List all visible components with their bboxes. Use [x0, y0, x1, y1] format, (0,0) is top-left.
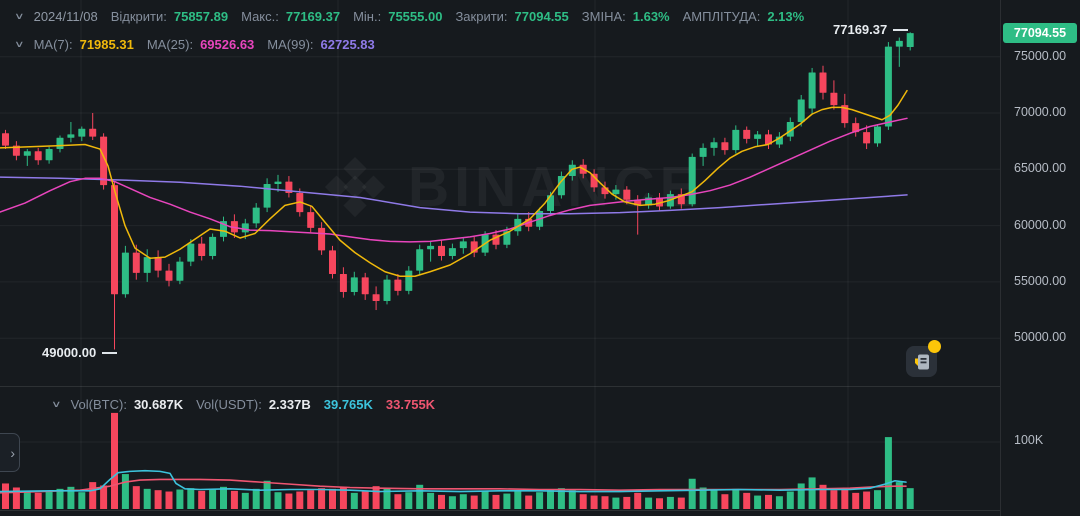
high-price-label: 77169.37	[833, 22, 888, 37]
news-feed-button[interactable]	[906, 340, 941, 377]
last-price-badge: 77094.55	[1003, 23, 1077, 43]
low-value: 75555.00	[388, 9, 443, 24]
low-price-annotation: 49000.00	[42, 345, 118, 360]
ma99-value: 62725.83	[320, 37, 375, 52]
ma99-label: MA(99):	[267, 37, 314, 52]
low-label: Мін.:	[353, 9, 382, 24]
vol-usdt-value: 2.337B	[268, 397, 311, 412]
ma7-label: MA(7):	[33, 37, 73, 52]
vol-ma2-value: 33.755K	[385, 397, 436, 412]
ohlc-legend: ∨ 2024/11/08 Відкрити: 75857.89 Макс.: 7…	[14, 9, 805, 24]
price-axis-tick: 75000.00	[1014, 48, 1067, 63]
binance-logo-icon	[324, 156, 386, 218]
notification-dot	[928, 340, 941, 353]
close-value: 77094.55	[514, 9, 569, 24]
close-label: Закрити:	[455, 9, 508, 24]
date-label: 2024/11/08	[33, 9, 98, 24]
vol-btc-label: Vol(BTC):	[70, 397, 127, 412]
high-value: 77169.37	[285, 9, 341, 24]
price-axis[interactable]: 77094.55 100K 75000.00 70000.00 65000.00 60…	[1000, 0, 1080, 516]
panel-expander-button[interactable]: ›	[0, 433, 20, 472]
news-icon	[914, 354, 929, 369]
open-label: Відкрити:	[110, 9, 167, 24]
low-price-label: 49000.00	[42, 345, 97, 360]
annotation-dash	[893, 28, 909, 31]
price-axis-tick: 55000.00	[1014, 273, 1067, 288]
vol-btc-value: 30.687K	[133, 397, 184, 412]
open-value: 75857.89	[173, 9, 229, 24]
annotation-dash	[102, 351, 118, 354]
price-axis-tick: 70000.00	[1014, 105, 1067, 119]
ma-legend: ∨ MA(7): 71985.31 MA(25): 69526.63 MA(99…	[14, 37, 375, 52]
high-price-annotation: 77169.37	[833, 22, 909, 37]
ma7-value: 71985.31	[79, 37, 134, 52]
amplitude-label: АМПЛІТУДА:	[682, 9, 761, 24]
high-label: Макс.:	[241, 9, 279, 24]
price-axis-tick: 65000.00	[1014, 161, 1067, 176]
volume-axis-tick: 100K	[1014, 433, 1044, 447]
vol-usdt-label: Vol(USDT):	[196, 397, 262, 412]
change-label: ЗМІНА:	[581, 9, 626, 24]
chevron-down-icon[interactable]: ∨	[14, 39, 25, 49]
chevron-right-icon: ›	[10, 444, 15, 461]
candlestick-chart[interactable]	[0, 0, 1000, 516]
vol-ma1-value: 39.765K	[323, 397, 373, 412]
price-axis-tick: 50000.00	[1014, 330, 1067, 345]
ma25-value: 69526.63	[200, 37, 255, 52]
amplitude-value: 2.13%	[767, 9, 805, 24]
volume-legend: ∨ Vol(BTC): 30.687K Vol(USDT): 2.337B 39…	[51, 397, 436, 412]
ma25-label: MA(25):	[146, 37, 194, 52]
change-value: 1.63%	[632, 9, 670, 24]
chevron-down-icon[interactable]: ∨	[51, 399, 62, 409]
price-axis-tick: 60000.00	[1014, 217, 1067, 232]
chevron-down-icon[interactable]: ∨	[14, 11, 25, 21]
